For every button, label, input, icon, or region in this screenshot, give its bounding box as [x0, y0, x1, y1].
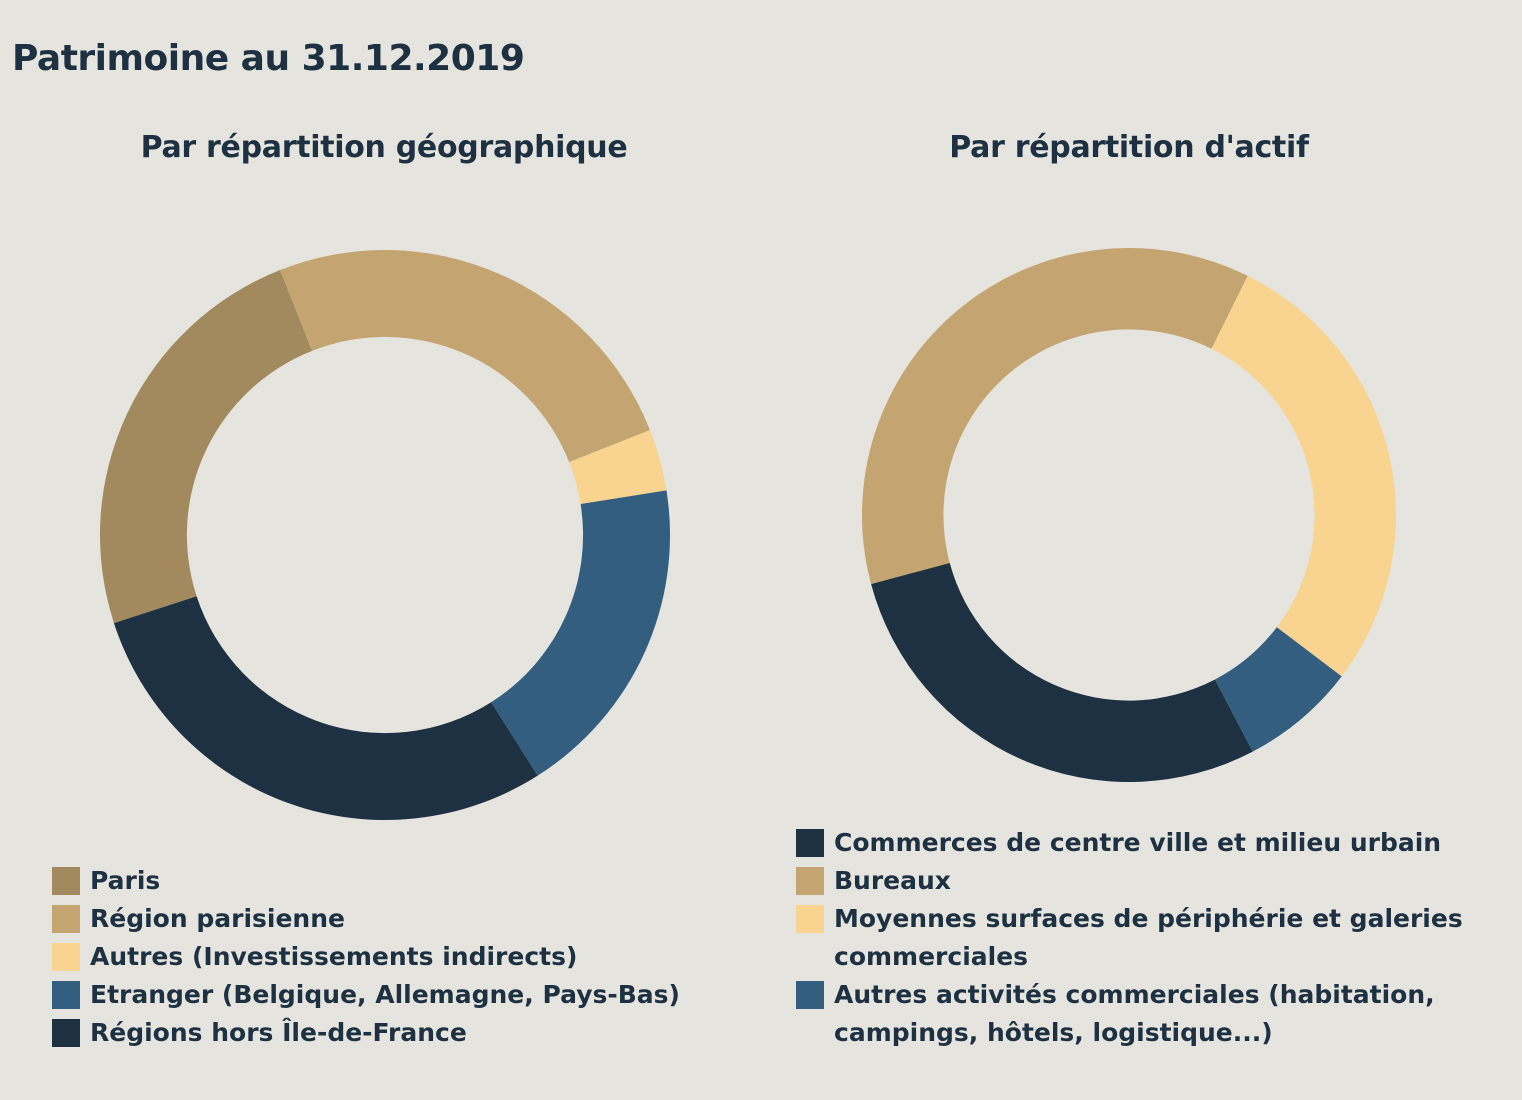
- donut-slice-paris: [99, 270, 313, 624]
- legend-label: Etranger (Belgique, Allemagne, Pays-Bas): [90, 980, 680, 1009]
- legend-label: Paris: [90, 866, 161, 895]
- legend-item-etranger-belgique-allemagne-pays-bas: Etranger (Belgique, Allemagne, Pays-Bas): [52, 976, 752, 1014]
- legend-item-region-parisienne: Région parisienne: [52, 900, 752, 938]
- legend-swatch: [52, 905, 80, 933]
- legend-item-bureaux: Bureaux: [796, 862, 1486, 900]
- legend-swatch: [796, 905, 824, 933]
- legend-item-autres-investissements-indirects: Autres (Investissements indirects): [52, 938, 752, 976]
- legend-label: Commerces de centre ville et milieu urba…: [834, 828, 1442, 857]
- legend-swatch: [796, 829, 824, 857]
- legend-item-moyennes-surfaces-de-peripherie-et-galeries-commerciales: Moyennes surfaces de périphérie et galer…: [796, 900, 1486, 976]
- legend-label: Région parisienne: [90, 904, 345, 933]
- legend-label: Bureaux: [834, 866, 951, 895]
- donut-slice-region-parisienne: [280, 250, 650, 463]
- donut-slice-autres-investissements-indirects: [569, 430, 667, 505]
- legend-swatch: [52, 867, 80, 895]
- donut-slice-moyennes-surfaces-de-peripherie-et-galeries-commerciales: [1211, 275, 1396, 677]
- chart-title-geographique: Par répartition géographique: [140, 130, 628, 165]
- legend-swatch: [52, 981, 80, 1009]
- legend-swatch: [796, 867, 824, 895]
- legend-item-regions-hors-ile-de-france: Régions hors Île-de-France: [52, 1014, 752, 1052]
- legend-geographique: Paris Région parisienne Autres (Investisse…: [52, 862, 752, 1052]
- chart-title-actif: Par répartition d'actif: [949, 130, 1309, 165]
- legend-item-paris: Paris: [52, 862, 752, 900]
- legend-label: Moyennes surfaces de périphérie et galer…: [834, 904, 1463, 971]
- legend-actif: Commerces de centre ville et milieu urba…: [796, 824, 1486, 1052]
- donut-slice-regions-hors-ile-de-france: [113, 596, 538, 820]
- legend-label: Autres (Investissements indirects): [90, 942, 578, 971]
- legend-swatch: [52, 1019, 80, 1047]
- legend-item-commerces-de-centre-ville-et-milieu-urbain: Commerces de centre ville et milieu urba…: [796, 824, 1486, 862]
- donut-slice-bureaux: [862, 247, 1248, 585]
- legend-item-autres-activites-commerciales-habitation-campings-hotels-logistique: Autres activités commerciales (habitatio…: [796, 976, 1486, 1052]
- donut-chart-geographique: [99, 250, 670, 820]
- donut-slice-autres-activites-commerciales-habitation-campings-hotels-logistique: [1214, 627, 1342, 752]
- legend-swatch: [52, 943, 80, 971]
- donut-chart-actif: [862, 247, 1396, 782]
- donut-slice-commerces-de-centre-ville-et-milieu-urbain: [871, 563, 1253, 782]
- donut-slice-etranger-belgique-allemagne-pays-bas: [491, 490, 670, 776]
- legend-label: Régions hors Île-de-France: [90, 1018, 467, 1047]
- legend-swatch: [796, 981, 824, 1009]
- page-title: Patrimoine au 31.12.2019: [12, 38, 525, 79]
- legend-label: Autres activités commerciales (habitatio…: [834, 980, 1435, 1047]
